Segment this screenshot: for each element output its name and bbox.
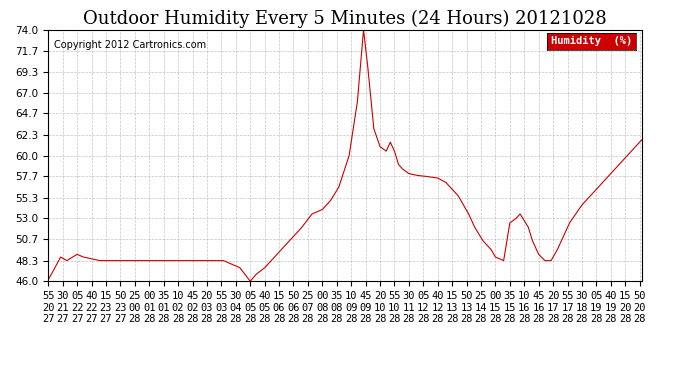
Title: Outdoor Humidity Every 5 Minutes (24 Hours) 20121028: Outdoor Humidity Every 5 Minutes (24 Hou…	[83, 10, 607, 28]
Text: Copyright 2012 Cartronics.com: Copyright 2012 Cartronics.com	[55, 40, 206, 50]
